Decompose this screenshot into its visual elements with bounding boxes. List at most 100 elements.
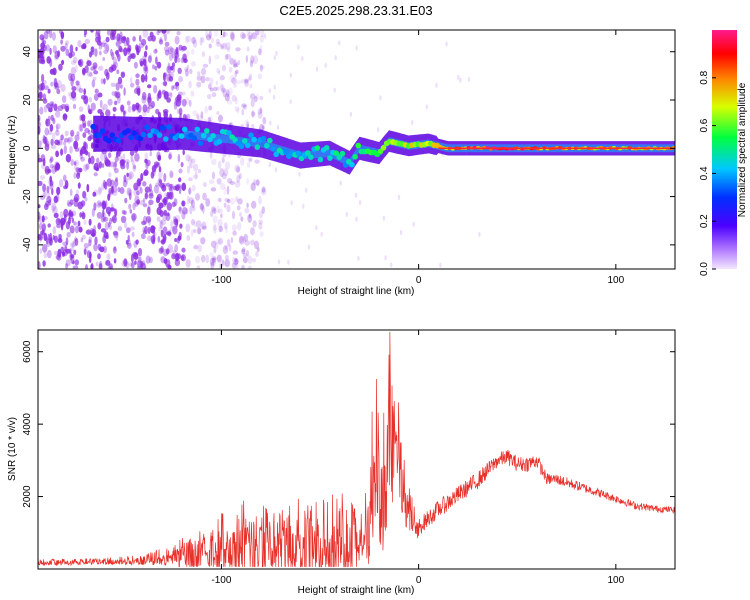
noise-speckle xyxy=(220,182,226,190)
noise-speckle xyxy=(111,91,117,96)
noise-speckle xyxy=(65,221,71,230)
noise-speckle xyxy=(73,201,79,207)
noise-speckle xyxy=(233,258,239,266)
noise-speckle xyxy=(91,208,95,217)
noise-speckle xyxy=(142,58,147,66)
noise-speckle xyxy=(73,197,79,203)
noise-speckle xyxy=(156,216,161,222)
noise-speckle xyxy=(220,43,223,50)
noise-speckle xyxy=(209,252,215,258)
noise-speckle xyxy=(247,31,253,40)
noise-speckle xyxy=(61,59,65,65)
spectral-peak xyxy=(197,140,204,147)
noise-speckle xyxy=(234,180,241,188)
noise-speckle xyxy=(166,202,172,211)
noise-speckle xyxy=(103,78,106,85)
noise-speckle xyxy=(123,210,127,215)
noise-speckle xyxy=(47,223,51,228)
noise-speckle xyxy=(412,221,415,227)
noise-speckle xyxy=(74,236,77,243)
spectral-peak xyxy=(147,132,153,139)
spectral-peak xyxy=(106,138,112,144)
noise-speckle xyxy=(44,136,48,145)
noise-speckle xyxy=(220,84,225,94)
noise-speckle xyxy=(251,32,257,40)
noise-speckle xyxy=(185,154,191,162)
noise-speckle xyxy=(174,215,181,223)
noise-speckle xyxy=(64,103,70,112)
noise-speckle xyxy=(175,218,179,228)
noise-speckle xyxy=(127,44,132,53)
noise-speckle xyxy=(103,245,107,254)
noise-speckle xyxy=(39,88,43,96)
noise-speckle xyxy=(272,94,276,100)
noise-speckle xyxy=(248,157,253,162)
noise-speckle xyxy=(231,262,237,269)
noise-speckle xyxy=(217,237,223,245)
spectral-peak xyxy=(90,123,96,130)
noise-speckle xyxy=(129,53,135,59)
noise-speckle xyxy=(186,165,190,174)
noise-speckle xyxy=(250,55,255,64)
noise-speckle xyxy=(232,230,237,236)
noise-speckle xyxy=(241,108,244,116)
noise-speckle xyxy=(123,258,128,267)
noise-speckle xyxy=(120,159,126,165)
noise-speckle xyxy=(259,210,263,219)
noise-speckle xyxy=(181,247,186,253)
noise-speckle xyxy=(175,81,180,87)
noise-speckle xyxy=(136,260,140,266)
x-tick-label: -100 xyxy=(211,575,231,586)
noise-speckle xyxy=(111,203,114,210)
noise-speckle xyxy=(435,82,438,88)
noise-speckle xyxy=(146,96,152,103)
noise-speckle xyxy=(116,69,120,75)
noise-speckle xyxy=(253,179,256,186)
noise-speckle xyxy=(459,77,462,83)
noise-speckle xyxy=(246,30,250,37)
noise-speckle xyxy=(90,102,96,111)
noise-speckle xyxy=(136,178,142,187)
noise-speckle xyxy=(93,162,99,171)
noise-speckle xyxy=(213,225,217,234)
spectral-peak xyxy=(336,154,343,160)
noise-speckle xyxy=(83,88,86,96)
noise-speckle xyxy=(145,161,149,170)
noise-speckle xyxy=(478,231,481,237)
noise-speckle xyxy=(85,99,88,106)
noise-speckle xyxy=(120,36,126,44)
spectral-peak xyxy=(308,154,314,160)
noise-speckle xyxy=(45,118,49,127)
noise-speckle xyxy=(211,158,217,166)
noise-speckle xyxy=(56,140,61,146)
noise-speckle xyxy=(86,60,92,67)
noise-speckle xyxy=(105,36,110,43)
noise-speckle xyxy=(78,58,84,67)
noise-speckle xyxy=(143,203,148,208)
noise-speckle xyxy=(225,225,228,234)
noise-speckle xyxy=(92,62,98,69)
noise-speckle xyxy=(64,42,68,50)
noise-speckle xyxy=(158,179,163,184)
noise-speckle xyxy=(112,190,118,196)
colorbar-gradient xyxy=(712,30,737,269)
noise-speckle xyxy=(213,246,217,254)
noise-speckle xyxy=(244,79,250,88)
noise-speckle xyxy=(225,53,231,60)
spectral-peak xyxy=(323,145,330,151)
noise-speckle xyxy=(126,44,131,54)
noise-speckle xyxy=(86,58,90,66)
noise-speckle xyxy=(96,200,102,208)
noise-speckle xyxy=(74,165,77,170)
noise-speckle xyxy=(140,74,146,83)
noise-speckle xyxy=(229,197,236,205)
noise-speckle xyxy=(73,172,77,179)
noise-speckle xyxy=(126,242,132,249)
noise-speckle xyxy=(218,160,222,170)
spectral-peak xyxy=(377,148,384,155)
noise-speckle xyxy=(156,30,160,36)
noise-speckle xyxy=(115,234,119,242)
noise-speckle xyxy=(85,264,88,269)
noise-speckle xyxy=(160,245,164,254)
spectrogram-track-layer xyxy=(90,115,675,175)
